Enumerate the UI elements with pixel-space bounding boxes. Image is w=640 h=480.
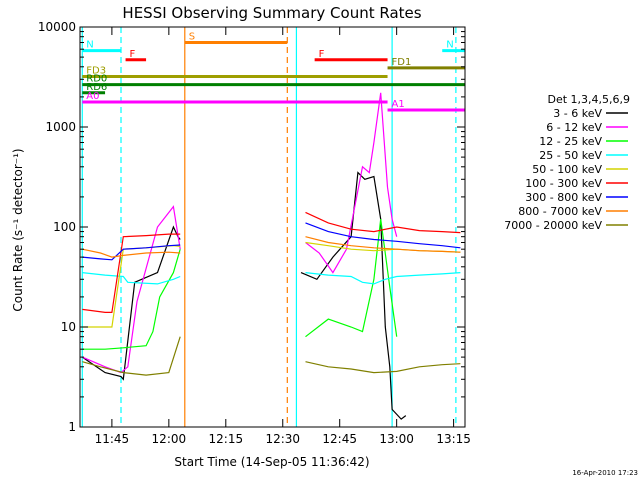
y-axis-label: Count Rate (s⁻¹ detector⁻¹): [11, 148, 25, 311]
series-6: [82, 222, 461, 261]
chart-title: HESSI Observing Summary Count Rates: [122, 4, 421, 22]
series-8: [82, 336, 461, 376]
legend-label-4: 50 - 100 keV: [532, 163, 602, 176]
series-2: [82, 219, 398, 350]
series-7: [82, 236, 461, 258]
flag-label-3: F: [130, 49, 136, 60]
series-5-line: [305, 211, 461, 234]
y-tick-label-0: 1: [68, 420, 76, 434]
series-3-line: [82, 272, 181, 285]
x-tick-label-5: 13:00: [379, 432, 414, 446]
y-tick-label-2: 100: [53, 220, 76, 234]
flag-label-6: FD3: [86, 65, 106, 76]
flag-label-0: N: [86, 40, 93, 51]
series-1-line: [82, 205, 181, 374]
axis-ticks: 11:45 12:00 12:15 12:30 12:45 13:00 13:15 1 10 10…: [38, 20, 471, 446]
legend-label-0: 3 - 6 keV: [553, 107, 602, 120]
series-1: [82, 92, 398, 374]
series-5-line: [82, 233, 181, 313]
x-axis-label: Start Time (14-Sep-05 11:36:42): [174, 455, 369, 469]
x-tick-label-1: 12:00: [152, 432, 187, 446]
series-0-line: [300, 171, 407, 420]
legend-label-3: 25 - 50 keV: [539, 149, 602, 162]
y-tick-label-1: 10: [61, 320, 76, 334]
series-5: [82, 211, 461, 313]
y-tick-label-3: 1000: [45, 120, 76, 134]
x-tick-label-4: 12:45: [322, 432, 357, 446]
x-tick-label-2: 12:15: [209, 432, 244, 446]
y-tick-label-4: 10000: [38, 20, 76, 34]
legend-label-7: 800 - 7000 keV: [518, 205, 602, 218]
series-2-line: [305, 219, 398, 338]
series-8-line: [82, 336, 181, 376]
series-3: [82, 272, 461, 285]
legend-label-8: 7000 - 20000 keV: [504, 219, 602, 232]
footer-timestamp: 16-Apr-2010 17:23: [572, 469, 638, 477]
flag-label-10: A1: [392, 99, 405, 110]
flag-label-9: A0: [86, 91, 99, 102]
series-6-line: [305, 222, 461, 249]
flag-label-5: FD1: [392, 57, 412, 68]
x-tick-label-3: 12:30: [265, 432, 300, 446]
series-8-line: [305, 361, 461, 374]
x-tick-label-6: 13:15: [436, 432, 471, 446]
legend-label-5: 100 - 300 keV: [525, 177, 602, 190]
legend-label-6: 300 - 800 keV: [525, 191, 602, 204]
series-layer: [81, 92, 461, 420]
flag-label-2: S: [189, 31, 195, 42]
series-7-line: [305, 236, 461, 253]
legend-label-2: 12 - 25 keV: [539, 135, 602, 148]
flag-label-1: N: [446, 40, 453, 51]
x-tick-label-0: 11:45: [95, 432, 130, 446]
series-7-line: [82, 248, 181, 258]
legend-label-1: 6 - 12 keV: [546, 121, 602, 134]
flag-label-7: RD0: [86, 74, 107, 85]
legend-header: Det 1,3,4,5,6,9: [547, 93, 630, 106]
series-2-line: [82, 249, 181, 350]
series-6-line: [82, 244, 181, 261]
series-1-line: [305, 92, 398, 274]
flag-label-8: RD6: [86, 82, 107, 93]
series-3-line: [305, 272, 461, 285]
flag-label-4: F: [319, 49, 325, 60]
